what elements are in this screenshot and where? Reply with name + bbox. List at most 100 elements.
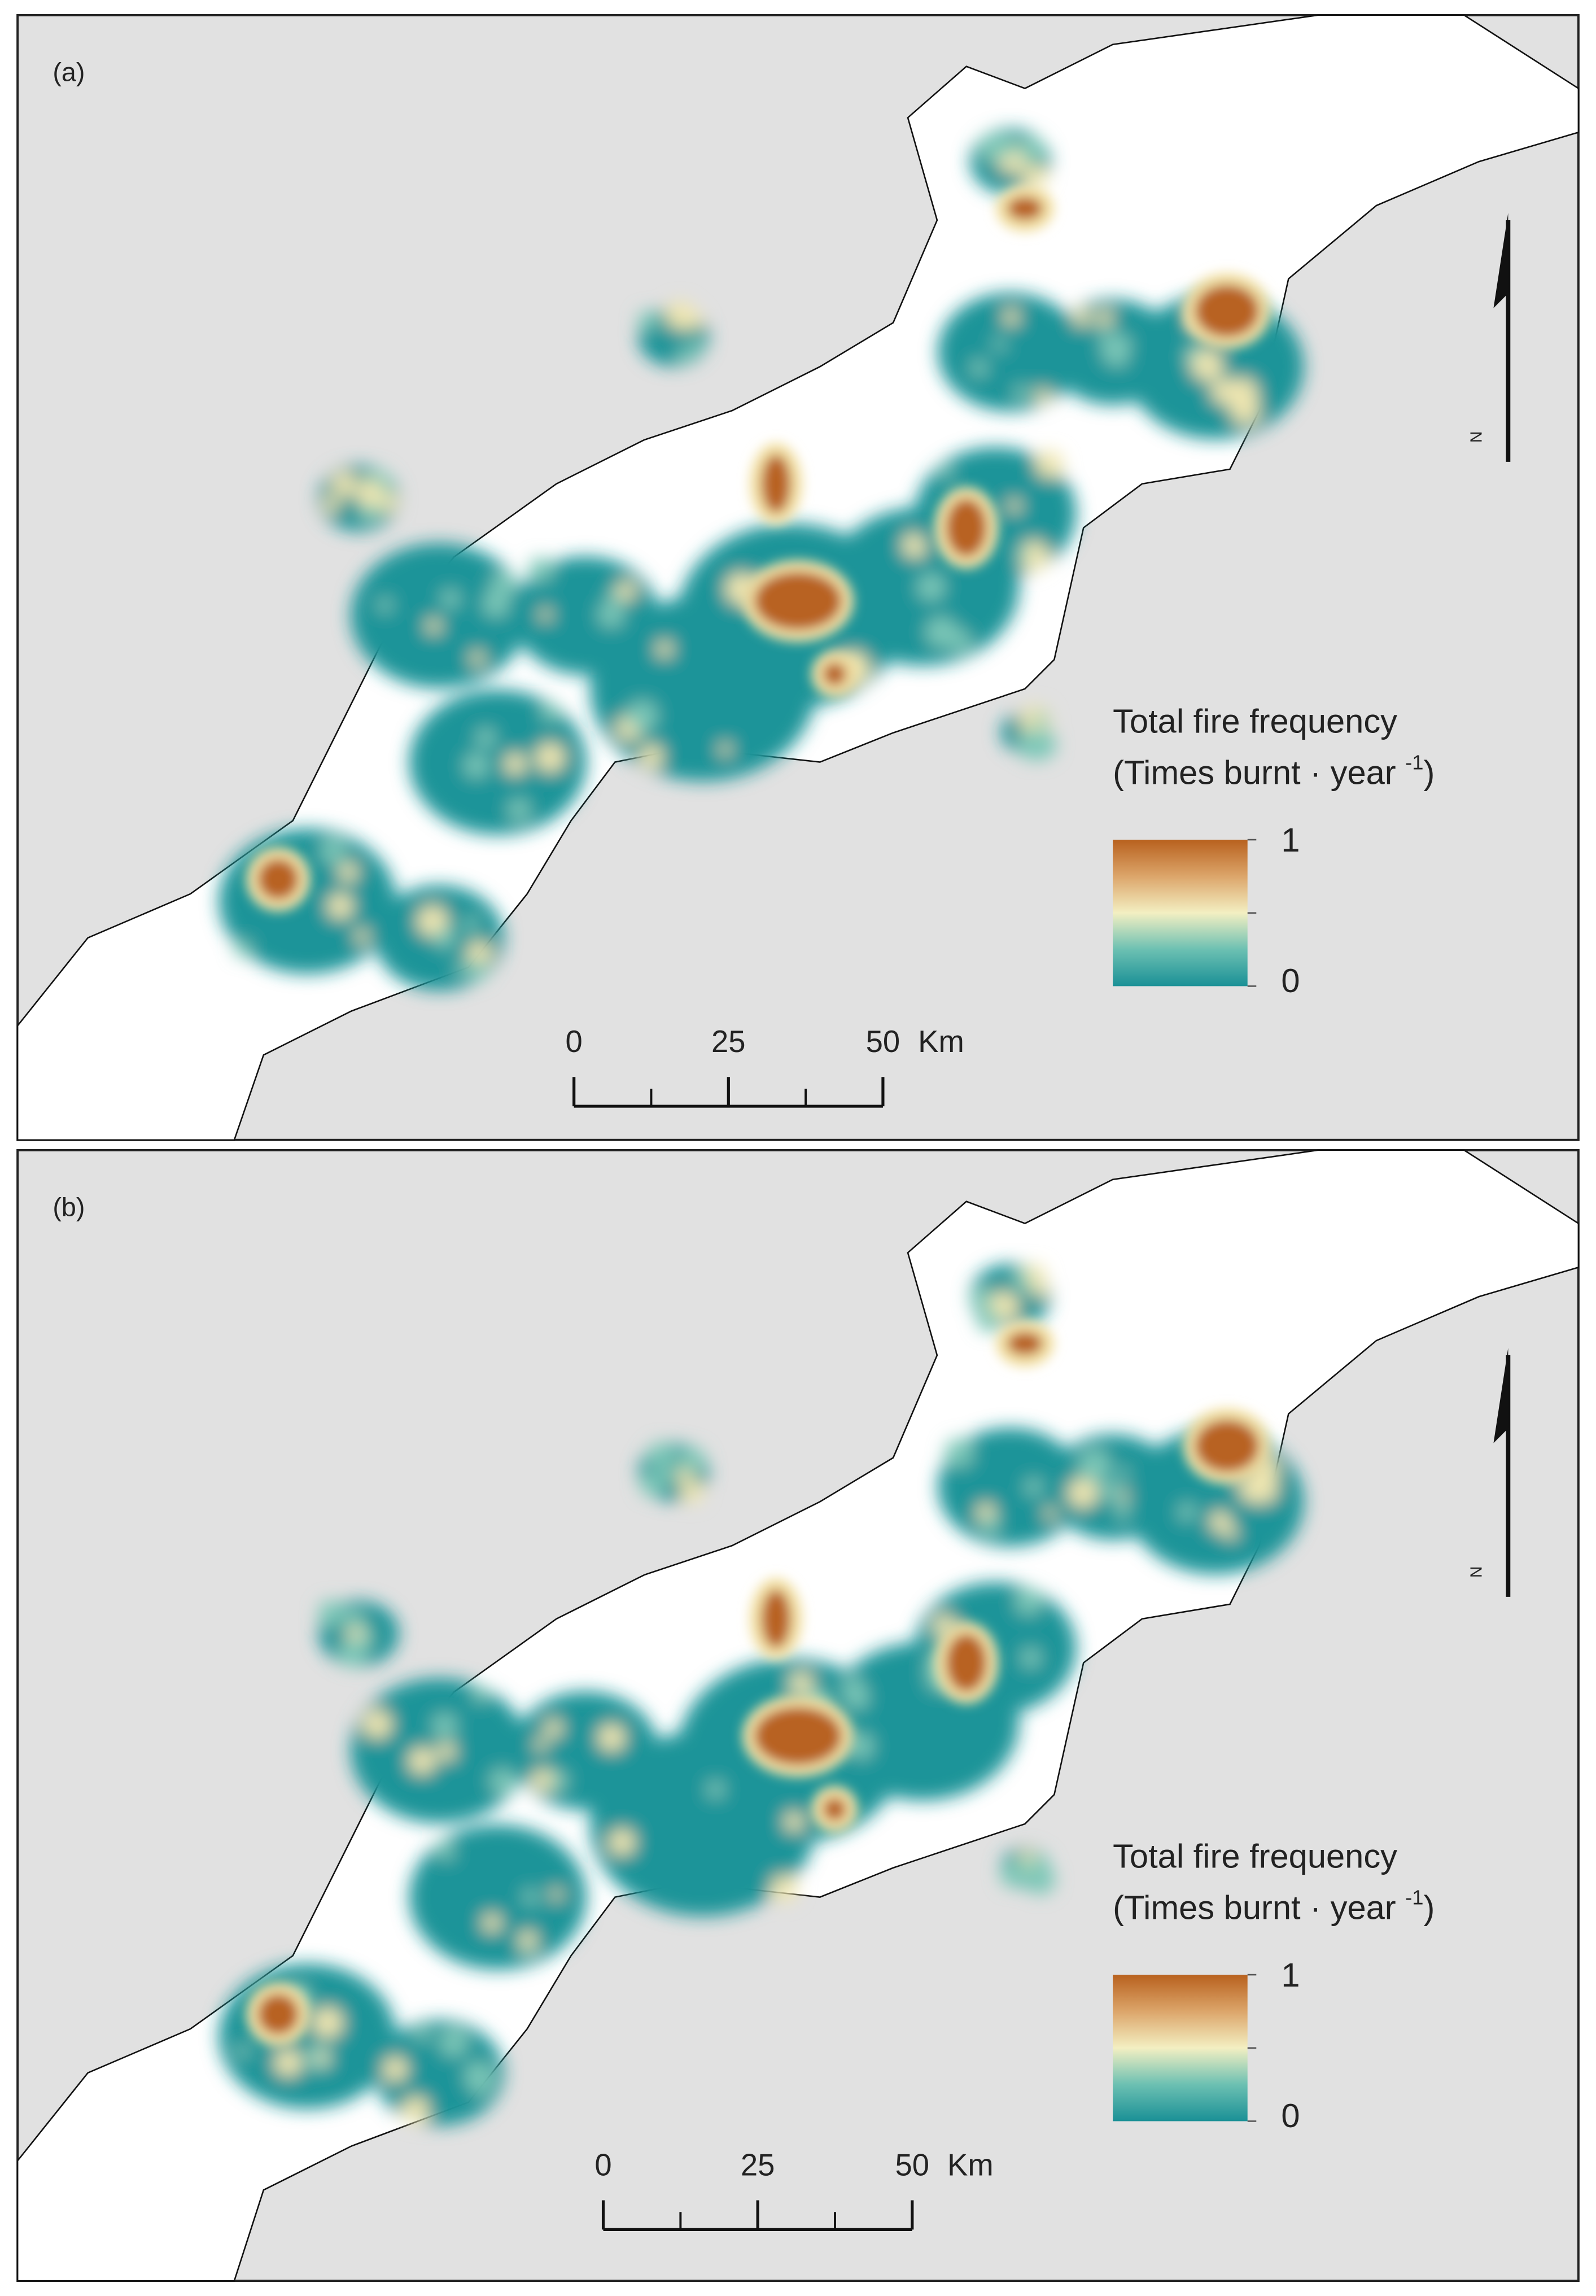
density-spot [719, 743, 732, 756]
density-spot [1025, 1478, 1042, 1496]
fire-hotspots [246, 185, 1271, 912]
density-spot [535, 743, 565, 772]
density-spot [950, 630, 972, 652]
hotspot [823, 662, 847, 686]
north-label: N [1468, 431, 1486, 443]
density-spot [707, 1780, 725, 1799]
density-spot [607, 588, 619, 601]
density-spot [1191, 349, 1223, 381]
density-spot [637, 311, 658, 331]
density-spot [679, 1447, 706, 1474]
density-spot [383, 2057, 408, 2081]
legend-title: Total fire frequency [1113, 702, 1397, 740]
hotspot [761, 454, 791, 513]
fire-density [218, 128, 1304, 991]
density-spot [1178, 1503, 1196, 1521]
scale-bar-label: 25 [741, 2147, 775, 2182]
density-spot [770, 1875, 798, 1902]
density-spot [426, 618, 441, 634]
density-area [409, 689, 587, 835]
density-spot [677, 311, 696, 330]
hotspot [761, 1589, 791, 1648]
scale-bar-label: 25 [711, 1024, 746, 1059]
legend-ramp [1113, 1975, 1248, 2122]
density-spot [1031, 1280, 1048, 1298]
density-spot [1024, 1869, 1049, 1893]
hotspot [946, 1633, 987, 1692]
density-spot [544, 1719, 563, 1737]
density-spot [489, 1769, 515, 1794]
density-area [409, 1824, 587, 1970]
density-spot [363, 1710, 392, 1739]
density-spot [528, 557, 553, 582]
density-spot [1035, 388, 1051, 404]
density-spot [848, 1734, 874, 1759]
density-area [351, 543, 528, 688]
density-spot [1100, 1481, 1120, 1501]
density-spot [1044, 1507, 1056, 1520]
density-spot [1073, 308, 1091, 326]
density-spot [842, 1676, 863, 1697]
density-spot [432, 1713, 457, 1738]
density-area [218, 1963, 396, 2109]
density-spot [658, 1470, 675, 1486]
density-spot [539, 609, 552, 621]
density-spot [508, 798, 531, 822]
density-spot [1102, 334, 1134, 366]
density-spot [925, 617, 956, 648]
density-spot [1008, 499, 1021, 513]
density-spot [468, 961, 488, 981]
density-area [938, 293, 1083, 412]
density-spot [436, 1841, 455, 1861]
density-spot [482, 1913, 501, 1932]
fire-density [218, 1263, 1304, 2126]
density-spot [316, 2051, 330, 2064]
density-spot [463, 916, 479, 932]
density-spot [274, 2049, 302, 2077]
density-spot [981, 1517, 1000, 1535]
density-spot [917, 573, 945, 601]
north-label: N [1468, 1566, 1486, 1578]
density-spot [470, 651, 484, 666]
density-spot [1003, 309, 1020, 325]
density-spot [1021, 1648, 1041, 1668]
legend-subtitle-part: (Times burnt · year [1113, 753, 1405, 791]
density-spot [656, 641, 673, 657]
legend-ramp [1113, 840, 1248, 987]
density-spot [377, 597, 392, 613]
density-spot [992, 133, 1016, 158]
density-spot [1251, 1476, 1278, 1503]
density-spot [435, 928, 456, 949]
density-spot [790, 1672, 814, 1695]
density-spot [541, 702, 561, 722]
density-spot [1025, 1264, 1046, 1284]
density-spot [523, 1889, 539, 1905]
density-spot [483, 591, 509, 617]
map-panel: (b) N Total fire frequency (Times burnt · y… [16, 1149, 1580, 2282]
scale-bar-label: 0 [594, 2147, 611, 2182]
density-spot [323, 496, 340, 513]
legend-max-label: 1 [1281, 1956, 1300, 1994]
density-spot [312, 2007, 343, 2039]
density-spot [1117, 1466, 1129, 1479]
density-spot [345, 1609, 364, 1628]
density-spot [627, 701, 658, 731]
legend-min-label: 0 [1281, 2097, 1300, 2135]
hotspot [1195, 1420, 1260, 1473]
density-spot [1015, 1588, 1042, 1615]
legend-subtitle: (Times burnt · year -1) [1113, 1886, 1435, 1927]
density-spot [1013, 385, 1030, 401]
density-spot [681, 1481, 703, 1504]
density-spot [598, 601, 624, 628]
density-spot [1018, 540, 1049, 571]
density-spot [1035, 451, 1064, 478]
hotspot [946, 498, 987, 557]
legend-subtitle-part: -1 [1405, 751, 1423, 774]
density-spot [466, 941, 492, 966]
hotspot [754, 571, 842, 631]
legend-subtitle: (Times burnt · year -1) [1113, 751, 1435, 792]
legend-max-label: 1 [1281, 821, 1300, 859]
density-spot [331, 472, 357, 497]
panel-label: (a) [53, 58, 85, 87]
